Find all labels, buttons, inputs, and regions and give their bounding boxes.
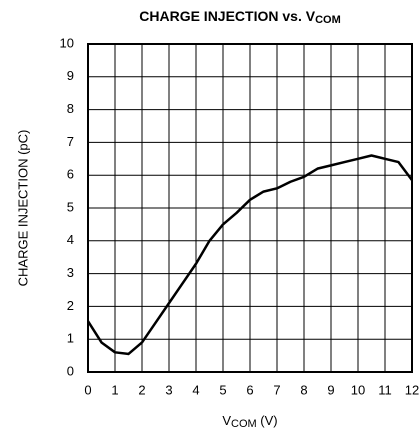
x-tick-label: 6 — [246, 382, 253, 397]
x-tick-label: 7 — [273, 382, 280, 397]
y-tick-label: 3 — [67, 265, 74, 280]
x-label-suffix: (V) — [257, 413, 278, 428]
x-label-subscript: COM — [231, 418, 257, 430]
title-subscript: COM — [315, 14, 341, 26]
y-tick-label: 7 — [67, 134, 74, 149]
x-tick-label: 10 — [351, 382, 365, 397]
data-line — [86, 154, 414, 356]
x-tick-label: 4 — [192, 382, 199, 397]
x-tick-label: 11 — [378, 382, 392, 397]
y-tick-label: 5 — [67, 199, 74, 214]
x-tick-label: 1 — [111, 382, 118, 397]
x-tick-label: 8 — [300, 382, 307, 397]
y-tick-label: 2 — [67, 298, 74, 313]
y-tick-label: 1 — [67, 331, 74, 346]
y-tick-label: 4 — [67, 232, 74, 247]
y-tick-label: 8 — [67, 101, 74, 116]
x-label-main: V — [222, 413, 231, 428]
x-tick-label: 12 — [405, 382, 419, 397]
y-tick-label: 0 — [67, 363, 74, 378]
x-tick-label: 3 — [165, 382, 172, 397]
x-tick-label: 0 — [84, 382, 91, 397]
plot-frame — [87, 43, 413, 373]
y-tick-label: 10 — [60, 35, 74, 50]
y-tick-label: 6 — [67, 167, 74, 182]
chart-title: CHARGE INJECTION vs. VCOM — [139, 8, 341, 26]
y-tick-label: 9 — [67, 68, 74, 83]
x-tick-label: 2 — [138, 382, 145, 397]
x-axis-label: VCOM (V) — [222, 413, 277, 429]
x-tick-label: 5 — [219, 382, 226, 397]
x-tick-label: 9 — [327, 382, 334, 397]
y-axis-label: CHARGE INJECTION (pC) — [15, 130, 30, 287]
title-main: CHARGE INJECTION vs. V — [139, 8, 315, 24]
